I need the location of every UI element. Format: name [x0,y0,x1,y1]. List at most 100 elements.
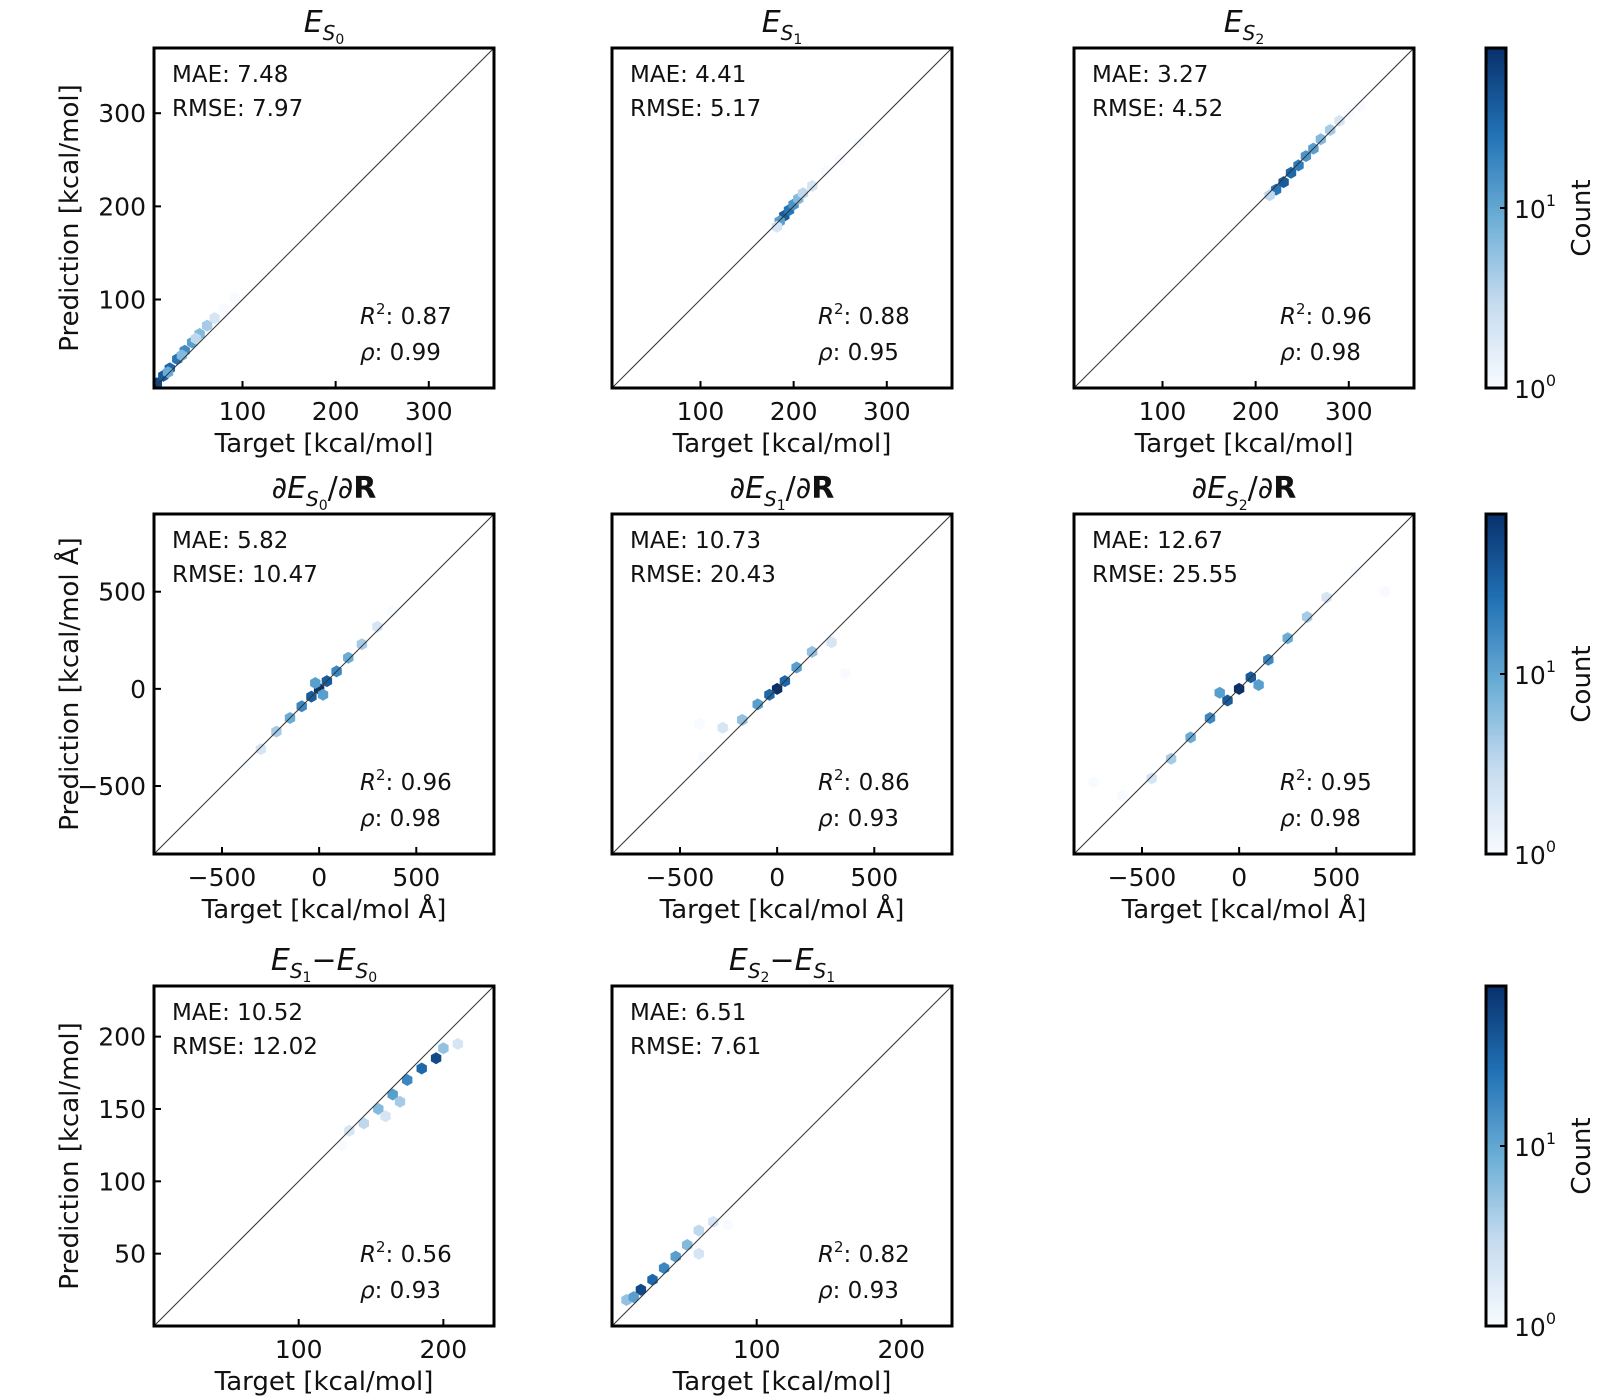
axes-frame [152,46,496,390]
y-tick-label: 200 [98,192,146,221]
identity-line [612,986,952,1326]
hexbin-cells [154,291,241,388]
hexbin-cell [190,332,202,345]
hexbin-cell [201,319,213,332]
subplot-3: 100 200 300 Target [kcal/mol] MAE: 3.27 RMSE:… [1072,5,1416,459]
hexbin-cell [317,688,329,701]
x-tick-label: 0 [1231,863,1247,892]
hexbin-cell [791,661,802,674]
subplot-title: ∂ES1/∂R [730,471,835,514]
hexbin-cell [1354,99,1366,112]
y-tick-label: 100 [98,1167,146,1196]
x-tick-label: 500 [392,863,440,892]
subplot-title: ES1 [762,5,803,48]
hexbin-cell [1334,114,1345,127]
r2-text: R2: 0.87 [360,300,452,330]
rmse-text: RMSE: 10.47 [172,562,318,588]
axes-frame [610,512,954,856]
colorbar-tick-label: 101 [1514,191,1556,224]
hexbin-cells [240,605,399,771]
hexbin-cell [771,220,783,233]
hexbin-cell [1117,789,1128,802]
colorbars: 100 101 Count 100 101 Count 100 101 Count [1484,46,1597,1342]
rmse-text: RMSE: 4.52 [1092,96,1223,122]
hexbin-cell [380,1110,391,1123]
mae-text: MAE: 10.52 [172,1000,303,1026]
hexbin-cell [1379,585,1391,598]
identity-line [1074,48,1414,388]
hexbin-cell [1264,189,1275,202]
colorbar-label: Count [1567,645,1597,722]
y-tick-label: 500 [98,578,146,607]
colorbar-2: 100 101 Count [1484,512,1597,870]
r2-text: R2: 0.95 [1280,766,1372,796]
x-tick-label: 100 [1139,397,1187,426]
hexbin-cell [821,165,832,177]
hexbin-cell [1165,752,1177,765]
rmse-text: RMSE: 7.97 [172,96,303,122]
colorbar-tick-label: 101 [1514,657,1556,690]
hexbin-cells [336,1037,463,1152]
hexbin-cell [452,1037,463,1050]
axes-frame [610,46,954,390]
identity-line [612,514,952,854]
axes-frame [152,984,496,1328]
x-tick-label: 100 [219,397,267,426]
hexbin-cell [682,1239,693,1251]
hexbin-cell [372,620,383,633]
hexbin-cell [218,302,230,315]
subplot-title: ES1−ES0 [271,943,377,986]
hexbin-cell [807,179,818,192]
subplot-title: ES2 [1224,5,1265,48]
hexbin-cell [1253,679,1264,691]
axes-frame [1072,46,1416,390]
subplot-8: 100 200 Target [kcal/mol] MAE: 6.51 RMSE: 7.… [610,943,954,1397]
rho-text: ρ: 0.98 [1280,806,1361,832]
x-tick-label: 300 [1325,397,1373,426]
rho-text: ρ: 0.93 [818,806,899,832]
hexbin-cell [1293,159,1304,172]
subplot-1: 100 200 300 100 200 300 Target [kcal/mol] Predi… [55,5,496,459]
colorbar-gradient [1484,984,1508,1328]
hexbin-cell [438,1042,449,1055]
hexbin-cell [839,667,851,680]
hexbin-cell [229,291,241,304]
rho-text: ρ: 0.99 [360,340,441,366]
hexbin-cell [209,312,220,325]
colorbar-tick-label: 100 [1514,371,1556,404]
x-tick-label: −500 [188,863,257,892]
x-axis-label: Target [kcal/mol] [1134,429,1354,459]
rho-text: ρ: 0.98 [360,806,441,832]
hexbin-cell [737,713,748,726]
r2-text: R2: 0.86 [818,766,910,796]
r2-text: R2: 0.88 [818,300,910,330]
x-axis-label: Target [kcal/mol] [672,1367,892,1397]
axes-frame [610,984,954,1328]
x-axis-label: Target [kcal/mol] [214,429,434,459]
hexbin-cell [1088,776,1099,789]
colorbar-tick-label: 100 [1514,1309,1556,1342]
hexbin-cell [1321,591,1332,604]
hexbin-cell [647,1273,658,1286]
x-axis-label: Target [kcal/mol Å] [659,893,905,925]
identity-line [1074,514,1414,854]
x-axis-label: Target [kcal/mol Å] [201,893,447,925]
rho-text: ρ: 0.93 [360,1278,441,1304]
hexbin-cell [694,717,705,730]
x-tick-label: 200 [420,1335,468,1364]
identity-line [612,48,952,388]
x-tick-label: 0 [311,863,327,892]
hexbin-cell [1315,133,1326,146]
hexbin-cells [1264,99,1366,202]
hexbin-cell [1301,611,1313,623]
hexbin-cell [628,1291,639,1304]
hexbin-cell [722,1218,733,1231]
hexbin-cell [764,688,775,701]
hexbin-cell [1282,632,1293,645]
y-tick-label: −500 [77,772,146,801]
y-tick-label: 150 [98,1095,146,1124]
colorbar-1: 100 101 Count [1484,46,1597,404]
